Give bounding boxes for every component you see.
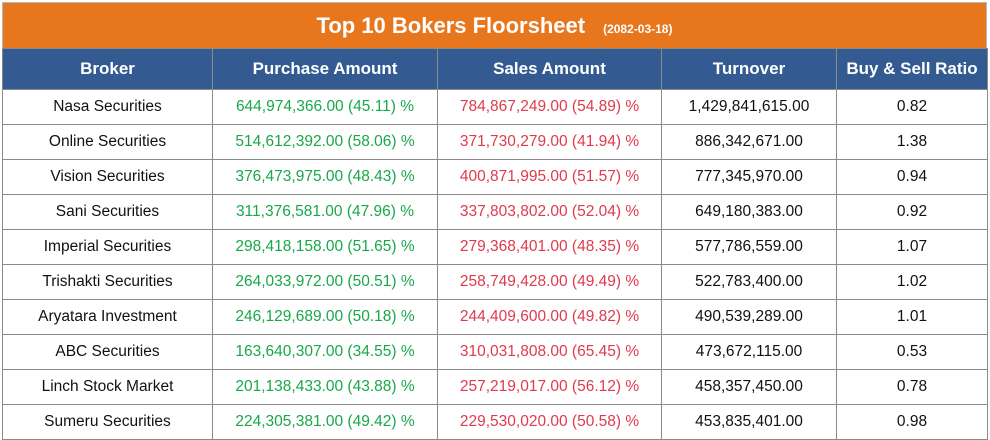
- cell-sales-amount: 279,368,401.00 (48.35) %: [437, 229, 662, 265]
- cell-broker: Sani Securities: [2, 194, 213, 230]
- table-row: Online Securities 514,612,392.00 (58.06) …: [2, 124, 988, 160]
- cell-broker: Sumeru Securities: [2, 404, 213, 440]
- cell-buy-sell-ratio: 0.53: [836, 334, 988, 370]
- cell-sales-amount: 257,219,017.00 (56.12) %: [437, 369, 662, 405]
- cell-turnover: 473,672,115.00: [661, 334, 837, 370]
- cell-sales-amount: 371,730,279.00 (41.94) %: [437, 124, 662, 160]
- cell-purchase-amount: 163,640,307.00 (34.55) %: [212, 334, 438, 370]
- table-row: Sumeru Securities 224,305,381.00 (49.42) …: [2, 404, 988, 440]
- cell-broker: Imperial Securities: [2, 229, 213, 265]
- table-row: Linch Stock Market 201,138,433.00 (43.88)…: [2, 369, 988, 405]
- cell-purchase-amount: 311,376,581.00 (47.96) %: [212, 194, 438, 230]
- cell-turnover: 453,835,401.00: [661, 404, 837, 440]
- table-row: Imperial Securities 298,418,158.00 (51.65…: [2, 229, 988, 265]
- cell-turnover: 649,180,383.00: [661, 194, 837, 230]
- cell-buy-sell-ratio: 1.38: [836, 124, 988, 160]
- cell-buy-sell-ratio: 0.92: [836, 194, 988, 230]
- cell-purchase-amount: 514,612,392.00 (58.06) %: [212, 124, 438, 160]
- floorsheet-table: Broker Purchase Amount Sales Amount Turn…: [2, 48, 988, 440]
- cell-broker: Online Securities: [2, 124, 213, 160]
- cell-sales-amount: 258,749,428.00 (49.49) %: [437, 264, 662, 300]
- cell-buy-sell-ratio: 1.07: [836, 229, 988, 265]
- report-date: (2082-03-18): [603, 21, 673, 36]
- cell-purchase-amount: 224,305,381.00 (49.42) %: [212, 404, 438, 440]
- cell-sales-amount: 244,409,600.00 (49.82) %: [437, 299, 662, 335]
- column-header-turnover: Turnover: [661, 48, 837, 90]
- cell-purchase-amount: 246,129,689.00 (50.18) %: [212, 299, 438, 335]
- cell-broker: Linch Stock Market: [2, 369, 213, 405]
- column-header-purchase-amount: Purchase Amount: [212, 48, 438, 90]
- cell-buy-sell-ratio: 0.98: [836, 404, 988, 440]
- cell-broker: Vision Securities: [2, 159, 213, 195]
- cell-purchase-amount: 201,138,433.00 (43.88) %: [212, 369, 438, 405]
- cell-broker: Nasa Securities: [2, 89, 213, 125]
- cell-purchase-amount: 644,974,366.00 (45.11) %: [212, 89, 438, 125]
- cell-purchase-amount: 264,033,972.00 (50.51) %: [212, 264, 438, 300]
- cell-buy-sell-ratio: 0.78: [836, 369, 988, 405]
- cell-purchase-amount: 298,418,158.00 (51.65) %: [212, 229, 438, 265]
- table-row: Nasa Securities 644,974,366.00 (45.11) % 7…: [2, 89, 988, 125]
- cell-turnover: 577,786,559.00: [661, 229, 837, 265]
- cell-broker: Trishakti Securities: [2, 264, 213, 300]
- cell-turnover: 777,345,970.00: [661, 159, 837, 195]
- cell-turnover: 522,783,400.00: [661, 264, 837, 300]
- column-header-broker: Broker: [2, 48, 213, 90]
- cell-turnover: 458,357,450.00: [661, 369, 837, 405]
- cell-purchase-amount: 376,473,975.00 (48.43) %: [212, 159, 438, 195]
- table-row: ABC Securities 163,640,307.00 (34.55) % 31…: [2, 334, 988, 370]
- cell-buy-sell-ratio: 1.02: [836, 264, 988, 300]
- cell-sales-amount: 337,803,802.00 (52.04) %: [437, 194, 662, 230]
- cell-broker: Aryatara Investment: [2, 299, 213, 335]
- cell-sales-amount: 784,867,249.00 (54.89) %: [437, 89, 662, 125]
- column-header-buy-sell-ratio: Buy & Sell Ratio: [836, 48, 988, 90]
- cell-turnover: 1,429,841,615.00: [661, 89, 837, 125]
- table-row: Sani Securities 311,376,581.00 (47.96) % 3…: [2, 194, 988, 230]
- cell-buy-sell-ratio: 1.01: [836, 299, 988, 335]
- table-header-row: Broker Purchase Amount Sales Amount Turn…: [2, 48, 988, 90]
- table-row: Trishakti Securities 264,033,972.00 (50.5…: [2, 264, 988, 300]
- cell-sales-amount: 229,530,020.00 (50.58) %: [437, 404, 662, 440]
- cell-sales-amount: 400,871,995.00 (51.57) %: [437, 159, 662, 195]
- table-row: Vision Securities 376,473,975.00 (48.43) …: [2, 159, 988, 195]
- cell-broker: ABC Securities: [2, 334, 213, 370]
- column-header-sales-amount: Sales Amount: [437, 48, 662, 90]
- title-bar: Top 10 Bokers Floorsheet (2082-03-18): [2, 2, 987, 48]
- cell-turnover: 886,342,671.00: [661, 124, 837, 160]
- cell-buy-sell-ratio: 0.94: [836, 159, 988, 195]
- table-body: Nasa Securities 644,974,366.00 (45.11) % 7…: [2, 89, 988, 440]
- table-row: Aryatara Investment 246,129,689.00 (50.18…: [2, 299, 988, 335]
- page-title: Top 10 Bokers Floorsheet: [316, 12, 586, 38]
- cell-sales-amount: 310,031,808.00 (65.45) %: [437, 334, 662, 370]
- cell-turnover: 490,539,289.00: [661, 299, 837, 335]
- cell-buy-sell-ratio: 0.82: [836, 89, 988, 125]
